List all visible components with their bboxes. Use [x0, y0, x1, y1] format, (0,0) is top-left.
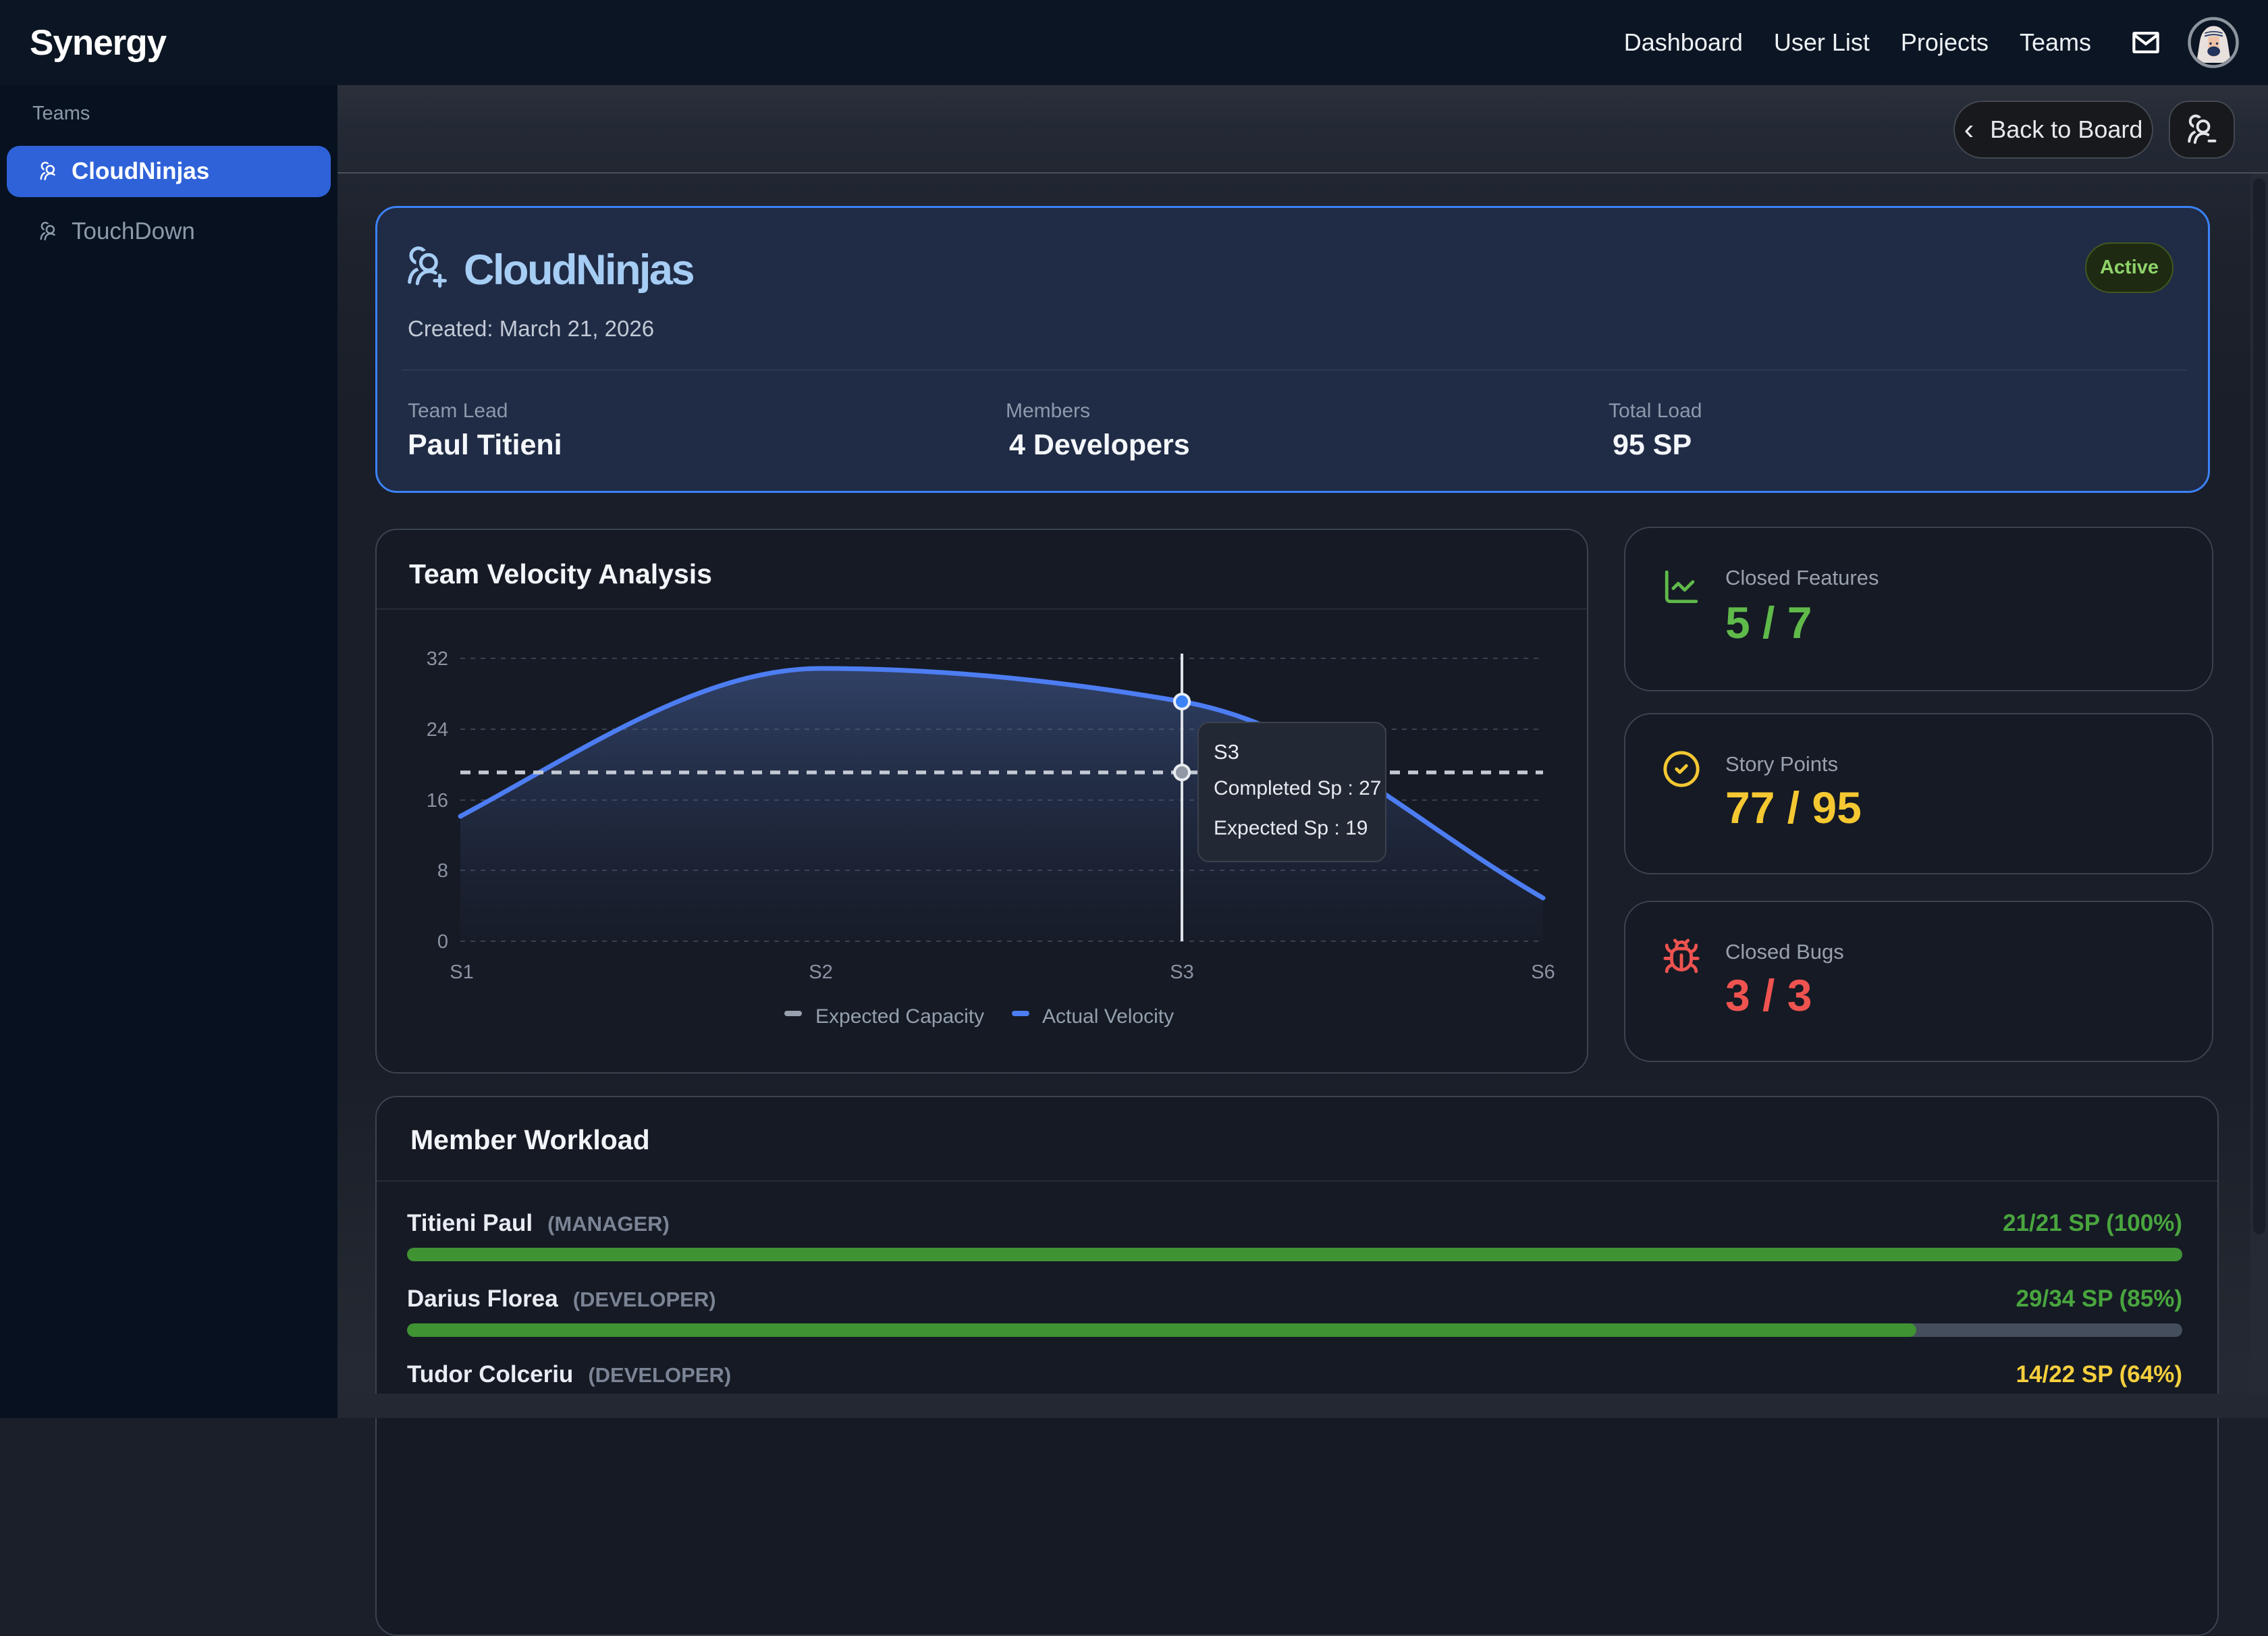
- svg-text:Expected Capacity: Expected Capacity: [815, 1005, 984, 1028]
- svg-text:S3: S3: [1170, 961, 1193, 983]
- svg-text:S2: S2: [809, 961, 832, 983]
- svg-text:Expected Sp : 19: Expected Sp : 19: [1214, 817, 1368, 839]
- svg-text:S6: S6: [1531, 961, 1555, 983]
- svg-text:S1: S1: [450, 961, 473, 983]
- svg-text:32: 32: [427, 648, 448, 670]
- svg-text:16: 16: [427, 790, 448, 812]
- svg-text:S3: S3: [1214, 740, 1239, 764]
- svg-text:Completed Sp : 27: Completed Sp : 27: [1214, 777, 1381, 799]
- svg-text:24: 24: [427, 719, 448, 741]
- svg-text:0: 0: [437, 931, 448, 953]
- svg-text:8: 8: [437, 860, 448, 882]
- svg-text:Actual Velocity: Actual Velocity: [1042, 1005, 1174, 1028]
